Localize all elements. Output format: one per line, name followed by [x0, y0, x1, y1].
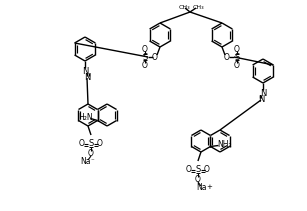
Text: +: + — [206, 184, 212, 190]
Text: N: N — [82, 66, 88, 76]
Text: O: O — [195, 174, 201, 184]
Text: O: O — [204, 165, 210, 174]
Text: CH₃: CH₃ — [178, 4, 190, 9]
Text: O: O — [234, 61, 240, 69]
Text: H₂N: H₂N — [78, 113, 93, 122]
Text: Na: Na — [80, 157, 90, 166]
Text: O: O — [88, 149, 94, 157]
Text: Na: Na — [197, 184, 207, 192]
Text: O: O — [224, 53, 230, 61]
Text: N: N — [258, 95, 264, 104]
Text: O: O — [97, 139, 103, 149]
Text: NH₂: NH₂ — [217, 140, 232, 149]
Text: O: O — [186, 165, 192, 174]
Text: S: S — [195, 165, 200, 174]
Text: O: O — [142, 45, 148, 54]
Text: CH₃: CH₃ — [192, 4, 204, 9]
Text: S: S — [234, 53, 240, 61]
Text: ⁻: ⁻ — [90, 158, 94, 164]
Text: S: S — [88, 139, 94, 149]
Text: O: O — [234, 45, 240, 54]
Text: N: N — [260, 88, 266, 97]
Text: O: O — [142, 61, 148, 69]
Text: S: S — [142, 53, 148, 61]
Text: O: O — [152, 53, 158, 61]
Text: N: N — [84, 73, 90, 81]
Text: O: O — [79, 139, 85, 149]
